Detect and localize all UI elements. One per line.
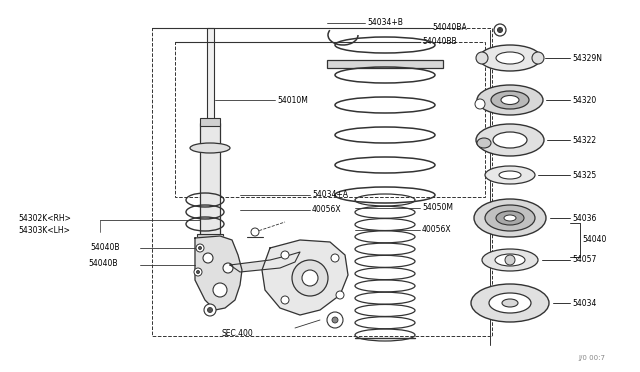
Ellipse shape [474,199,546,237]
Text: 54303K<LH>: 54303K<LH> [18,225,70,234]
Ellipse shape [493,132,527,148]
Ellipse shape [485,205,535,231]
Text: 40056X: 40056X [312,205,342,214]
Circle shape [223,263,233,273]
Text: 54040BB: 54040BB [422,36,456,45]
Circle shape [196,244,204,252]
Text: 54302K<RH>: 54302K<RH> [18,214,71,222]
Circle shape [336,291,344,299]
Ellipse shape [496,52,524,64]
Circle shape [331,254,339,262]
Text: 54034+B: 54034+B [367,17,403,26]
Circle shape [494,24,506,36]
Ellipse shape [190,143,230,153]
Ellipse shape [502,299,518,307]
Ellipse shape [479,45,541,71]
Polygon shape [195,236,242,310]
Ellipse shape [477,85,543,115]
Circle shape [194,268,202,276]
Text: 54040BA: 54040BA [432,22,467,32]
Ellipse shape [495,254,525,266]
Text: 54040: 54040 [582,234,606,244]
Circle shape [251,228,259,236]
Ellipse shape [476,124,544,156]
Circle shape [475,99,485,109]
Text: SEC.400: SEC.400 [222,328,253,337]
Ellipse shape [496,211,524,225]
Circle shape [292,260,328,296]
Polygon shape [230,252,300,272]
Text: 54034+A: 54034+A [312,189,348,199]
Text: 40056X: 40056X [422,224,452,234]
Polygon shape [262,240,348,315]
Bar [152,28,492,336]
Ellipse shape [504,215,516,221]
Bar [200,118,220,126]
Bar [175,42,485,197]
Ellipse shape [501,96,519,105]
Circle shape [476,52,488,64]
Bar [197,234,223,239]
Ellipse shape [477,138,491,148]
Bar [207,28,214,123]
Circle shape [203,253,213,263]
Ellipse shape [471,284,549,322]
Text: 54057: 54057 [572,256,596,264]
Circle shape [532,52,544,64]
Ellipse shape [499,171,521,179]
Circle shape [302,270,318,286]
Circle shape [204,304,216,316]
Bar [200,123,220,238]
Circle shape [327,312,343,328]
Text: 54325: 54325 [572,170,596,180]
Text: 54010M: 54010M [277,96,308,105]
Text: 54050M: 54050M [422,202,453,212]
Text: 54034: 54034 [572,298,596,308]
Circle shape [505,255,515,265]
Text: 54040B: 54040B [88,260,118,269]
Ellipse shape [482,249,538,271]
Circle shape [207,308,212,312]
Ellipse shape [489,293,531,313]
Text: 54040B: 54040B [90,243,120,251]
Circle shape [497,28,502,32]
Text: 54320: 54320 [572,96,596,105]
Text: 54322: 54322 [572,135,596,144]
Ellipse shape [491,91,529,109]
Text: 54036: 54036 [572,214,596,222]
Circle shape [196,270,200,273]
Circle shape [198,247,202,250]
Circle shape [213,283,227,297]
Circle shape [332,317,338,323]
Circle shape [281,251,289,259]
Circle shape [281,296,289,304]
Text: J/0 00:7: J/0 00:7 [578,355,605,361]
Bar [327,60,443,68]
Ellipse shape [485,166,535,184]
Text: 54329N: 54329N [572,54,602,62]
